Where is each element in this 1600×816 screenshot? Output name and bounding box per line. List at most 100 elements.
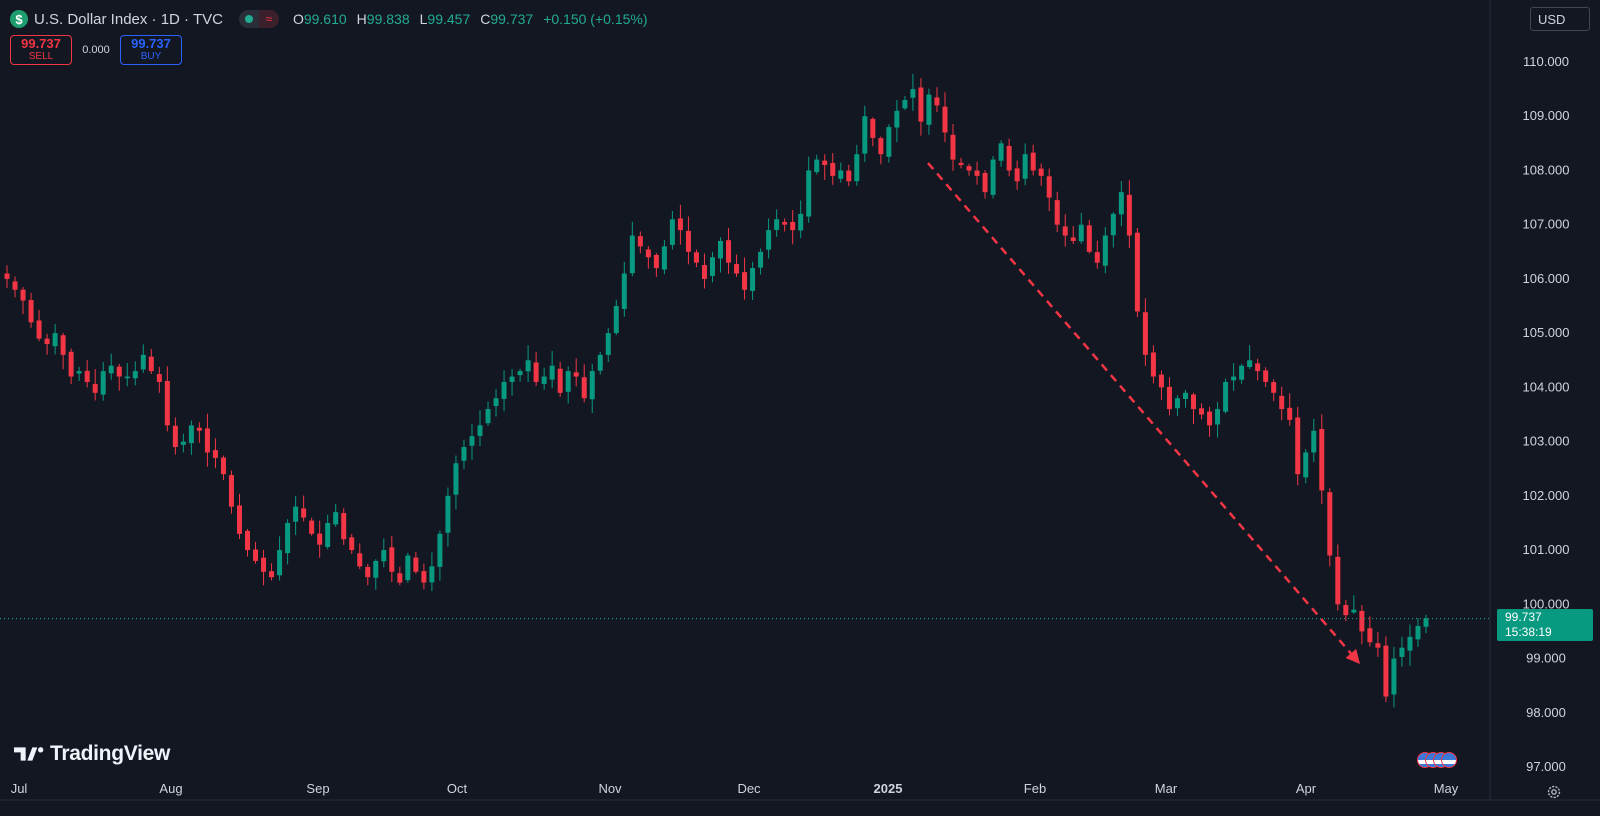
candle-body [196,427,202,431]
candle-body [132,371,138,379]
candle [613,299,619,336]
candle [541,367,547,390]
candle-body [453,463,459,495]
ohlc-low: L99.457 [419,11,471,27]
candle-body [621,273,627,309]
spread-value: 0.000 [82,44,110,56]
candle [1110,211,1116,248]
candle [1054,191,1060,233]
candle [830,153,836,185]
candle [1231,363,1237,391]
candle-body [758,251,764,268]
market-status-pills[interactable]: ≈ [238,10,279,28]
candle [565,366,571,404]
candle-body [261,557,267,572]
candle-body [669,219,675,245]
candle-body [1054,200,1060,225]
price-tick-label: 102.000 [1523,488,1570,503]
candle-body [1415,626,1421,640]
last-price-label: 99.737 15:38:19 [1497,609,1593,641]
economic-events-flags[interactable] [1417,752,1457,768]
candle [212,438,218,469]
candle-body [220,457,226,475]
candle-body [685,230,691,252]
candle [477,410,483,447]
gear-icon[interactable] [1546,784,1562,800]
candle [493,389,499,417]
candle-body [597,354,603,371]
candle-body [469,436,475,446]
candle-body [661,246,667,270]
candle [453,455,459,510]
trend-arrow-annotation[interactable] [927,162,1360,664]
candle [621,261,627,317]
candle [309,517,315,536]
candle [469,423,475,460]
time-tick-label: Mar [1155,781,1178,796]
candle [389,535,395,583]
candle-body [204,428,210,453]
price-tick-label: 109.000 [1523,108,1570,123]
candle-body [1207,411,1213,426]
data-feed-wave-icon[interactable]: ≈ [258,10,279,28]
tradingview-logo-icon [14,747,44,761]
sell-button[interactable]: 99.737 SELL [10,35,72,65]
candle [357,543,363,570]
candle [661,240,667,275]
tradingview-logo[interactable]: TradingView [14,742,170,766]
time-tick-label: May [1434,781,1459,796]
candle-body [1383,645,1389,697]
candle [709,251,715,283]
candle [509,368,515,396]
candle [974,161,980,185]
candle [1263,367,1269,388]
candle [1359,605,1365,645]
candle-body [1335,556,1341,605]
candle [814,154,820,175]
ohlc-change: +0.150 (+0.15%) [543,11,648,27]
candle-body [726,240,732,263]
buy-button[interactable]: 99.737 BUY [120,35,182,65]
candle-body [629,235,635,274]
candle [1271,379,1277,402]
candle [172,417,178,455]
candle [557,361,563,397]
candle-body [774,219,780,230]
us-flag-icon[interactable] [1441,752,1457,768]
candle-body [84,370,90,382]
candle [669,210,675,250]
candle [1407,624,1413,666]
candle [4,265,10,289]
candle [758,248,764,275]
candle-body [140,354,146,370]
time-axis[interactable]: Jul Aug Sep Oct Nov Dec 2025 Feb Mar Apr May [11,781,1459,796]
market-open-dot-icon[interactable] [238,10,259,28]
candle-body [1174,398,1180,409]
candle [822,154,828,180]
candle-body [1343,605,1349,616]
candle [1134,228,1140,318]
candle-body [902,99,908,109]
candle [589,363,595,413]
candle-body [236,505,242,534]
candle [726,227,732,274]
candle-body [4,273,10,279]
candle [1415,618,1421,647]
candle [1367,616,1373,647]
candle-body [1110,213,1116,236]
candle [886,124,892,163]
price-tick-label: 110.000 [1523,54,1569,69]
candle-body [253,549,259,561]
candle [1166,377,1172,416]
currency-selector[interactable]: USD [1530,7,1590,31]
symbol-title[interactable]: U.S. Dollar Index · 1D · TVC [34,10,223,28]
price-axis[interactable]: 110.000 109.000 108.000 107.000 106.000 105.0… [1523,54,1570,774]
candle-body [12,281,18,290]
candle [846,164,852,187]
candle [685,216,691,265]
candle-body [581,377,587,399]
ohlc-close: C99.737 [480,11,534,27]
price-tick-label: 103.000 [1523,434,1570,449]
candle [998,140,1004,167]
